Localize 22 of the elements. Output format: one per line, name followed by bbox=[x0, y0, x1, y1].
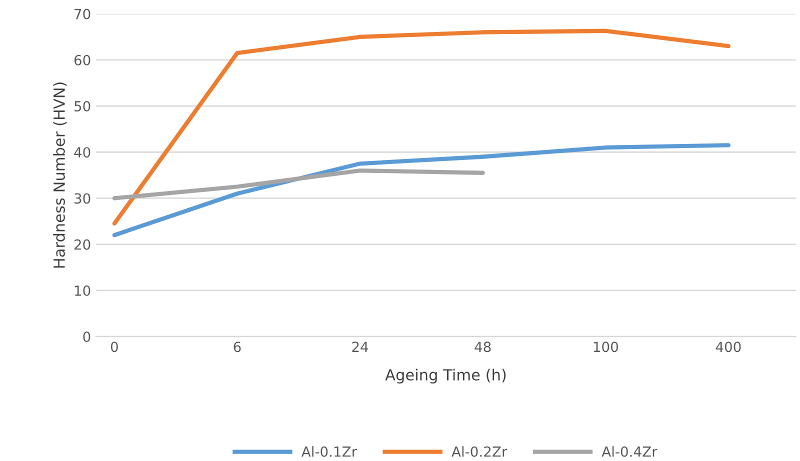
legend-label: Al-0.2Zr bbox=[452, 446, 508, 457]
y-tick-label: 0 bbox=[83, 332, 90, 342]
x-axis-title: Ageing Time (h) bbox=[385, 368, 506, 384]
y-axis-title: Hardness Number (HVN) bbox=[53, 82, 67, 268]
x-tick-label: 0 bbox=[110, 342, 118, 352]
x-tick-label: 48 bbox=[474, 342, 491, 352]
y-tick-label: 40 bbox=[74, 147, 90, 158]
legend-label: Al-0.1Zr bbox=[301, 446, 358, 457]
y-tick-label: 10 bbox=[74, 285, 90, 296]
x-tick-label: 400 bbox=[716, 342, 741, 352]
x-tick-label: 100 bbox=[594, 342, 618, 352]
x-tick-label: 6 bbox=[234, 342, 241, 352]
y-tick-label: 50 bbox=[74, 101, 90, 112]
line-series bbox=[112, 28, 731, 226]
legend-label: Al-0.4Zr bbox=[602, 446, 658, 457]
line-series bbox=[112, 168, 485, 200]
y-tick-label: 20 bbox=[74, 239, 90, 250]
y-tick-label: 60 bbox=[74, 54, 90, 66]
x-tick-label: 24 bbox=[352, 342, 368, 352]
y-tick-label: 30 bbox=[74, 193, 90, 204]
y-tick-label: 70 bbox=[74, 8, 90, 20]
line-series bbox=[112, 143, 731, 238]
